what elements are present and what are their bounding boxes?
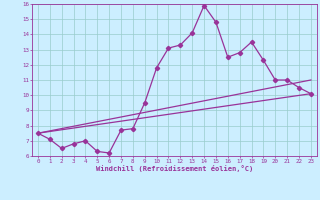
X-axis label: Windchill (Refroidissement éolien,°C): Windchill (Refroidissement éolien,°C) xyxy=(96,165,253,172)
